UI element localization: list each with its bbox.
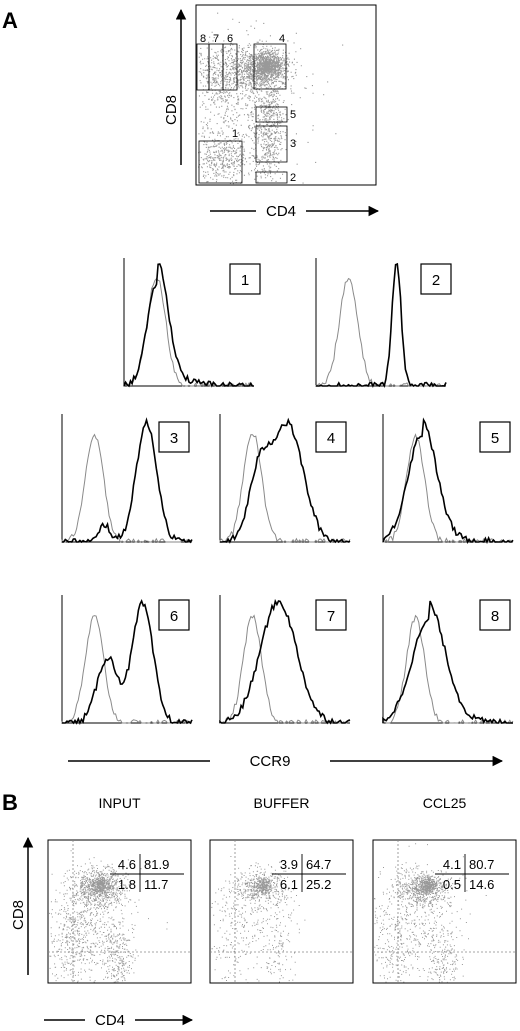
control-histogram-line bbox=[61, 433, 193, 543]
panel-a-dot-plot: 1 2 3 4 5 678 CD8 CD4 bbox=[163, 4, 380, 222]
control-histogram-line bbox=[219, 434, 351, 544]
histogram-label: 2 bbox=[432, 272, 440, 289]
gate-label-1: 1 bbox=[232, 128, 238, 140]
dot-density bbox=[211, 856, 306, 983]
histogram-2: 2 bbox=[315, 258, 452, 389]
quadrant-value-ul: 4.1 bbox=[443, 857, 461, 872]
quadrant-value-ll: 6.1 bbox=[280, 877, 298, 892]
dot-plot-xlabel: CD4 bbox=[266, 203, 296, 220]
panel-b-plots: INPUT 4.6 81.9 1.8 11.7 BUFFER 3.9 64.7 6.1 25.2 C… bbox=[47, 795, 517, 984]
gate-label-6: 6 bbox=[227, 33, 233, 45]
histogram-label: 6 bbox=[170, 608, 178, 625]
stain-histogram-line bbox=[220, 417, 351, 544]
control-histogram-line bbox=[220, 614, 351, 724]
histogram-label-box bbox=[315, 599, 347, 631]
histogram-label: 7 bbox=[327, 608, 335, 625]
stain-histogram-line bbox=[62, 598, 193, 726]
quadrant-value-ul: 4.6 bbox=[118, 857, 136, 872]
control-histogram-line bbox=[123, 277, 254, 388]
stain-histogram-line bbox=[123, 263, 254, 388]
gate-3 bbox=[255, 125, 288, 163]
histogram-label-box bbox=[479, 421, 511, 453]
stain-histogram-line bbox=[62, 417, 193, 544]
control-histogram-line bbox=[61, 615, 192, 724]
condition-label: INPUT bbox=[99, 795, 141, 811]
histogram-label-box bbox=[479, 599, 511, 631]
histogram-3: 3 bbox=[61, 414, 193, 544]
quadrant-value-lr: 14.6 bbox=[469, 877, 494, 892]
dot-density bbox=[198, 12, 344, 185]
gate-boxes: 1 2 3 4 5 678 bbox=[196, 33, 296, 184]
quadrant-value-ur: 80.7 bbox=[469, 857, 494, 872]
dot-plot-points bbox=[198, 12, 344, 185]
histogram-1: 1 bbox=[123, 258, 261, 388]
condition-label: CCL25 bbox=[423, 795, 467, 811]
panel-b-axes: CD8 CD4 bbox=[10, 836, 194, 1030]
control-histogram-line bbox=[382, 614, 514, 724]
histogram-label-box bbox=[315, 421, 347, 453]
stain-histogram-line bbox=[382, 600, 513, 725]
histogram-5: 5 bbox=[382, 414, 514, 545]
histogram-4: 4 bbox=[219, 414, 351, 544]
gate-label-2: 2 bbox=[290, 172, 296, 184]
ccr9-axis-label: CCR9 bbox=[250, 753, 291, 770]
histogram-label-box bbox=[229, 263, 261, 295]
plot-frame bbox=[47, 839, 192, 984]
plot-frame bbox=[209, 839, 354, 984]
gate-label-5: 5 bbox=[290, 109, 296, 121]
ccr9-histograms: 1 2 3 4 5 6 7 8 bbox=[61, 258, 514, 726]
quadrant-value-ur: 64.7 bbox=[306, 857, 331, 872]
gate-4 bbox=[253, 43, 287, 90]
panel-a-letter: A bbox=[2, 8, 18, 33]
control-histogram-line bbox=[315, 277, 447, 388]
stain-histogram-line bbox=[219, 598, 351, 725]
histogram-label-box bbox=[158, 421, 190, 453]
gate-2 bbox=[255, 171, 288, 184]
plot-ccl25: CCL25 4.1 80.7 0.5 14.6 bbox=[372, 795, 517, 984]
dot-plot-frame bbox=[195, 4, 377, 186]
gate-label-7: 7 bbox=[213, 33, 219, 45]
b-ylabel: CD8 bbox=[10, 900, 27, 930]
gate-label-4: 4 bbox=[279, 33, 285, 45]
ccr9-axis: CCR9 bbox=[68, 753, 504, 770]
stain-histogram-line bbox=[382, 417, 514, 545]
histogram-label: 8 bbox=[491, 608, 499, 625]
histogram-8: 8 bbox=[382, 595, 514, 725]
histogram-label: 5 bbox=[491, 430, 499, 447]
histogram-label: 1 bbox=[241, 272, 249, 289]
quadrant-value-ll: 0.5 bbox=[443, 877, 461, 892]
quadrant-value-ul: 3.9 bbox=[280, 857, 298, 872]
gate-label-3: 3 bbox=[290, 138, 296, 150]
histogram-label: 4 bbox=[327, 430, 335, 447]
quadrant-value-lr: 11.7 bbox=[144, 877, 168, 892]
quadrant-value-ll: 1.8 bbox=[118, 877, 136, 892]
gate-label-8: 8 bbox=[200, 33, 206, 45]
histogram-6: 6 bbox=[61, 595, 193, 726]
plot-buffer: BUFFER 3.9 64.7 6.1 25.2 bbox=[209, 795, 354, 984]
gate-1 bbox=[198, 140, 243, 184]
gate-5 bbox=[255, 106, 288, 123]
histogram-label-box bbox=[420, 263, 452, 295]
quadrant-value-ur: 81.9 bbox=[144, 857, 169, 872]
stain-histogram-line bbox=[316, 262, 447, 389]
b-xlabel: CD4 bbox=[95, 1012, 125, 1029]
gate-8 bbox=[196, 43, 210, 91]
panel-b-letter: B bbox=[2, 790, 18, 815]
histogram-label-box bbox=[158, 599, 190, 631]
plot-frame bbox=[372, 839, 517, 984]
histogram-7: 7 bbox=[219, 595, 351, 725]
condition-label: BUFFER bbox=[254, 795, 310, 811]
plot-input: INPUT 4.6 81.9 1.8 11.7 bbox=[47, 795, 192, 984]
histogram-label: 3 bbox=[170, 430, 178, 447]
dot-plot-ylabel: CD8 bbox=[163, 95, 180, 125]
quadrant-value-lr: 25.2 bbox=[306, 877, 331, 892]
